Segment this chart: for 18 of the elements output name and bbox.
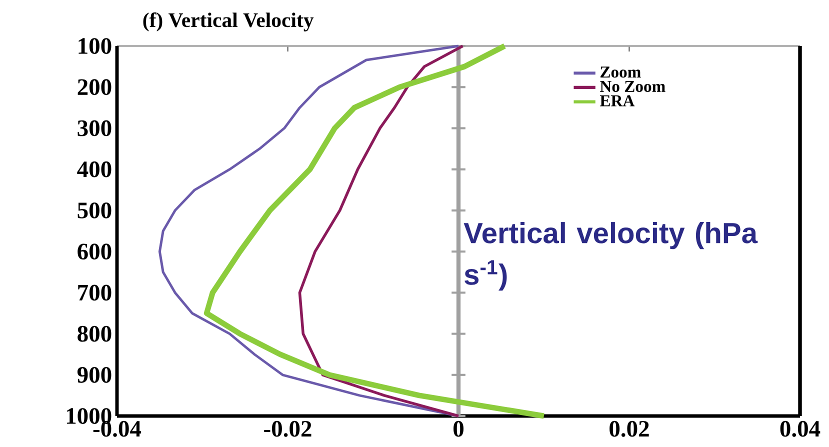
x-tick-label: 0.02	[610, 420, 649, 437]
annotation: Vertical velocity (hPa s$^{-1}$)	[464, 222, 758, 291]
y-tick-label: 800	[78, 326, 112, 342]
y-tick-label: 700	[78, 284, 112, 301]
y-tick-label: 900	[77, 366, 112, 383]
chart-title: (f) Vertical Velocity	[143, 12, 314, 32]
legend-label: No Zoom	[600, 80, 666, 92]
y-tick-label: 200	[78, 79, 112, 96]
x-tick-label: -0.02	[264, 420, 312, 437]
legend-label: Zoom	[600, 66, 641, 78]
y-tick-label: 500	[78, 202, 112, 218]
y-tick-label: 600	[78, 244, 112, 260]
x-tick-label: 0.04	[780, 420, 820, 437]
y-tick-label: 100	[78, 38, 112, 54]
y-tick-label: 400	[77, 161, 112, 178]
y-tick-label: 300	[78, 120, 112, 136]
x-tick-label: 0	[454, 420, 464, 437]
legend-label: ERA	[600, 95, 635, 106]
